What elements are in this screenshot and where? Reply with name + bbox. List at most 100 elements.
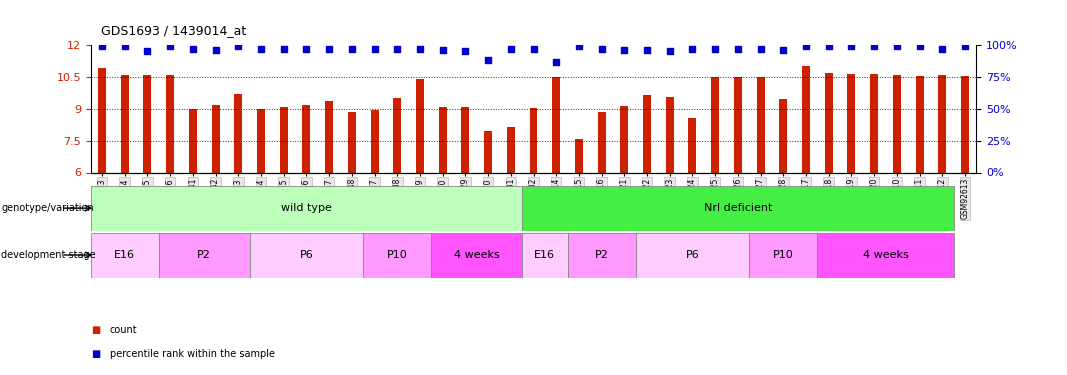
Bar bbox=[553, 77, 560, 172]
Bar bbox=[484, 131, 492, 172]
Point bbox=[571, 43, 588, 49]
Text: E16: E16 bbox=[114, 250, 136, 260]
Bar bbox=[235, 94, 242, 172]
Bar bbox=[598, 112, 606, 172]
Point bbox=[956, 43, 973, 49]
Bar bbox=[688, 118, 697, 172]
Point bbox=[139, 48, 156, 54]
Bar bbox=[779, 99, 787, 172]
Point bbox=[434, 47, 451, 53]
Text: 4 weeks: 4 weeks bbox=[862, 250, 908, 260]
Bar bbox=[91, 186, 522, 231]
Point bbox=[366, 46, 383, 52]
Point bbox=[934, 46, 951, 52]
Bar bbox=[643, 95, 651, 172]
Bar bbox=[817, 232, 954, 278]
Bar bbox=[439, 106, 447, 172]
Text: P6: P6 bbox=[686, 250, 699, 260]
Point bbox=[253, 46, 270, 52]
Text: 4 weeks: 4 weeks bbox=[453, 250, 499, 260]
Bar bbox=[871, 74, 878, 172]
Bar bbox=[166, 75, 174, 172]
Point bbox=[116, 43, 133, 49]
Bar bbox=[394, 98, 401, 172]
Point bbox=[775, 47, 792, 53]
Point bbox=[412, 46, 429, 52]
Point bbox=[457, 48, 474, 54]
Bar bbox=[666, 97, 673, 172]
Text: development stage: development stage bbox=[1, 250, 96, 260]
Bar bbox=[757, 77, 765, 172]
Bar bbox=[280, 106, 288, 172]
Text: Nrl deficient: Nrl deficient bbox=[703, 203, 773, 213]
Bar bbox=[507, 127, 514, 172]
Point bbox=[662, 48, 679, 54]
Text: genotype/variation: genotype/variation bbox=[1, 203, 94, 213]
Bar bbox=[211, 105, 220, 172]
Point bbox=[479, 57, 496, 63]
Bar bbox=[712, 77, 719, 172]
Bar bbox=[734, 77, 742, 172]
Bar bbox=[302, 105, 310, 172]
Text: ■: ■ bbox=[91, 325, 100, 335]
Bar bbox=[370, 110, 379, 172]
Point bbox=[388, 46, 405, 52]
Bar bbox=[522, 186, 954, 231]
Bar bbox=[189, 109, 196, 172]
Point bbox=[320, 46, 337, 52]
Point bbox=[525, 46, 542, 52]
Bar bbox=[575, 138, 583, 172]
Bar bbox=[938, 75, 946, 172]
Bar bbox=[825, 73, 832, 172]
Point bbox=[593, 46, 610, 52]
Point bbox=[344, 46, 361, 52]
Bar bbox=[363, 232, 431, 278]
Bar bbox=[529, 108, 538, 172]
Bar bbox=[431, 232, 522, 278]
Bar bbox=[893, 75, 901, 172]
Text: P6: P6 bbox=[300, 250, 314, 260]
Text: count: count bbox=[110, 325, 138, 335]
Bar bbox=[915, 76, 924, 172]
Point bbox=[275, 46, 292, 52]
Point bbox=[161, 43, 178, 49]
Point bbox=[229, 43, 246, 49]
Bar bbox=[568, 232, 636, 278]
Point bbox=[684, 46, 701, 52]
Text: GDS1693 / 1439014_at: GDS1693 / 1439014_at bbox=[101, 24, 246, 38]
Bar bbox=[325, 101, 333, 172]
Text: P2: P2 bbox=[594, 250, 608, 260]
Bar bbox=[416, 79, 424, 172]
Bar bbox=[636, 232, 749, 278]
Point bbox=[638, 47, 655, 53]
Point bbox=[889, 43, 906, 49]
Point bbox=[865, 43, 882, 49]
Text: percentile rank within the sample: percentile rank within the sample bbox=[110, 350, 275, 359]
Bar bbox=[121, 75, 129, 172]
Point bbox=[843, 43, 860, 49]
Bar bbox=[522, 232, 568, 278]
Bar bbox=[847, 74, 856, 172]
Bar bbox=[620, 106, 628, 172]
Text: P10: P10 bbox=[773, 250, 794, 260]
Text: P10: P10 bbox=[387, 250, 408, 260]
Point bbox=[185, 46, 202, 52]
Text: wild type: wild type bbox=[281, 203, 332, 213]
Bar bbox=[257, 109, 265, 172]
Bar bbox=[461, 106, 469, 172]
Bar bbox=[159, 232, 250, 278]
Point bbox=[94, 43, 111, 49]
Bar bbox=[143, 75, 152, 172]
Bar bbox=[749, 232, 817, 278]
Point bbox=[547, 58, 564, 64]
Text: P2: P2 bbox=[197, 250, 211, 260]
Point bbox=[616, 47, 633, 53]
Bar bbox=[961, 76, 969, 172]
Point bbox=[752, 46, 769, 52]
Point bbox=[298, 46, 315, 52]
Point bbox=[207, 47, 224, 53]
Bar bbox=[250, 232, 363, 278]
Text: E16: E16 bbox=[535, 250, 555, 260]
Text: ■: ■ bbox=[91, 350, 100, 359]
Bar bbox=[802, 66, 810, 172]
